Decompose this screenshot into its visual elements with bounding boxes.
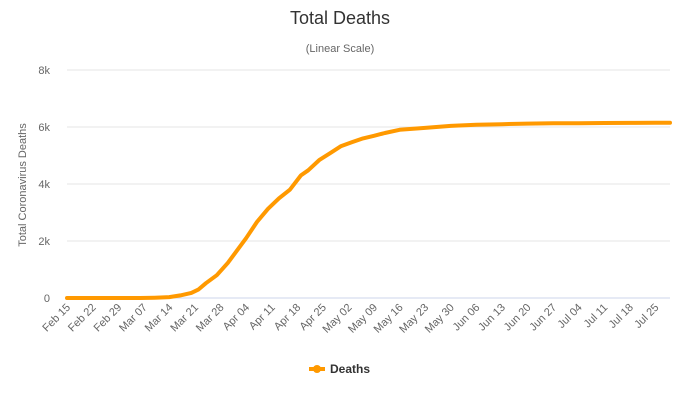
y-tick-label: 2k xyxy=(38,236,50,248)
x-tick-label: Jul 18 xyxy=(607,302,636,331)
x-tick-label: Jun 06 xyxy=(451,302,483,334)
y-axis-label: Total Coronavirus Deaths xyxy=(17,123,29,247)
x-tick-label: Apr 18 xyxy=(272,302,303,333)
legend-item-deaths[interactable]: Deaths xyxy=(309,362,370,376)
y-tick-label: 0 xyxy=(44,293,50,305)
x-tick-label: Jun 27 xyxy=(527,302,559,334)
x-tick-label: Apr 04 xyxy=(221,302,252,333)
series-line-deaths xyxy=(65,120,672,300)
chart-title: Total Deaths xyxy=(290,8,390,28)
legend-marker-icon xyxy=(313,365,321,373)
x-tick-label: Jul 04 xyxy=(556,302,585,331)
y-tick-label: 4k xyxy=(38,179,50,191)
x-tick-label: Jul 25 xyxy=(632,302,661,331)
x-tick-label: Mar 28 xyxy=(194,302,227,335)
y-tick-label: 6k xyxy=(38,122,50,134)
x-tick-label: Jun 13 xyxy=(476,302,508,334)
x-tick-label: May 30 xyxy=(423,302,457,336)
x-tick-label: Jun 20 xyxy=(502,302,534,334)
chart-subtitle: (Linear Scale) xyxy=(306,43,374,55)
y-tick-label: 8k xyxy=(38,65,50,77)
x-tick-label: Jul 11 xyxy=(582,302,611,331)
x-tick-label: Apr 11 xyxy=(247,302,278,333)
legend-label: Deaths xyxy=(330,362,370,376)
